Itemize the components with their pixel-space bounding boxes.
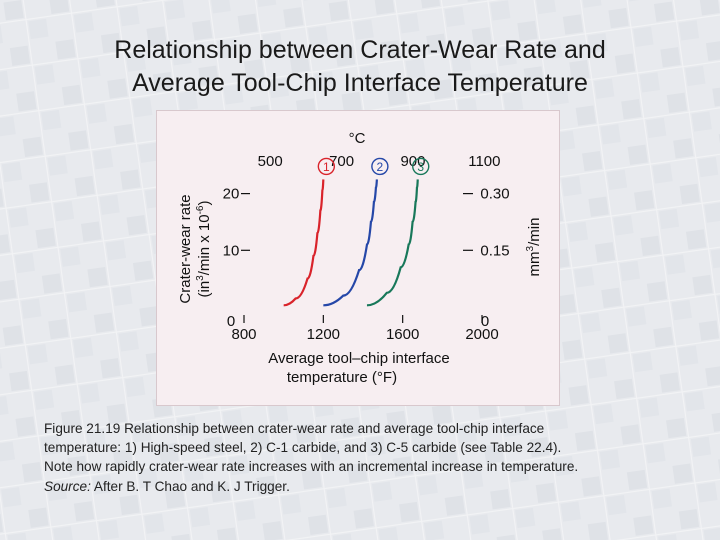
caption-source: Source: After B. T Chao and K. J Trigger…: [44, 477, 694, 496]
y-left-units-suffix: ): [196, 201, 213, 206]
crater-wear-chart: °C Crater-wear rate (in3/min x 10-6) mm3…: [177, 130, 543, 386]
series-2-curve: [323, 179, 378, 307]
top-tick-label-0: 500: [258, 153, 283, 170]
y-left-label: Crater-wear rate: [177, 194, 194, 303]
x-tick-label-3: 2000: [465, 326, 498, 343]
y-right-tick-label-1: 0.15: [480, 242, 509, 259]
series-1-marker: [317, 157, 336, 176]
top-axis-unit-label: °C: [349, 130, 366, 147]
y-left-units-sup1: 3: [195, 275, 206, 281]
y-left-units-sup2: -6: [195, 205, 206, 214]
x-tick-label-0: 800: [231, 326, 256, 343]
top-tick-label-3: 1100: [468, 153, 500, 170]
caption-source-label: Source:: [44, 478, 91, 494]
series-3-curve: [366, 179, 419, 307]
series-1-curve: [283, 179, 325, 307]
y-left-tick-label-2: 20: [223, 186, 240, 203]
y-right-label-sup: 3: [525, 245, 536, 251]
y-right-tick-label-0: 0: [481, 313, 489, 330]
x-axis-label-line1: Average tool–chip interface: [268, 350, 450, 367]
x-tick-label-2: 1600: [386, 326, 419, 343]
slide-title-line1: Relationship between Crater-Wear Rate an…: [114, 36, 606, 64]
y-right-label-suffix: /min: [526, 218, 543, 246]
series-3-marker: [412, 157, 430, 176]
series-2-marker: [371, 157, 389, 176]
y-right-label: mm3/min: [525, 218, 543, 277]
x-tick-label-1: 1200: [307, 326, 340, 343]
caption-line2: temperature: 1) High-speed steel, 2) C-1…: [44, 440, 562, 456]
series-1-label: 1: [323, 160, 330, 174]
y-left-tick-label-0: 0: [227, 313, 235, 330]
y-right-label-prefix: mm: [526, 251, 543, 276]
top-tick-label-1: 700: [329, 153, 354, 170]
y-left-units: (in3/min x 10-6): [195, 201, 213, 298]
y-right-tick-label-2: 0.30: [480, 186, 509, 203]
series-2-label: 2: [377, 160, 384, 174]
figure-caption: Figure 21.19 Relationship between crater…: [44, 419, 694, 496]
y-left-tick-label-1: 10: [223, 242, 240, 259]
caption-line1: Figure 21.19 Relationship between crater…: [44, 421, 545, 436]
slide-title: Relationship between Crater-Wear Rate an…: [0, 34, 720, 100]
x-axis-label-line2: temperature (°F): [287, 369, 397, 386]
series-3-label: 3: [417, 160, 424, 174]
top-tick-label-2: 900: [400, 153, 425, 170]
caption-source-text: After B. T Chao and K. J Trigger.: [90, 478, 290, 494]
y-left-units-mid: /min x 10: [196, 214, 213, 275]
figure-frame: °C Crater-wear rate (in3/min x 10-6) mm3…: [156, 110, 560, 406]
slide-title-line2: Average Tool-Chip Interface Temperature: [132, 69, 588, 97]
y-left-units-prefix: (in: [196, 281, 213, 298]
caption-line3: Note how rapidly crater-wear rate increa…: [44, 459, 579, 475]
